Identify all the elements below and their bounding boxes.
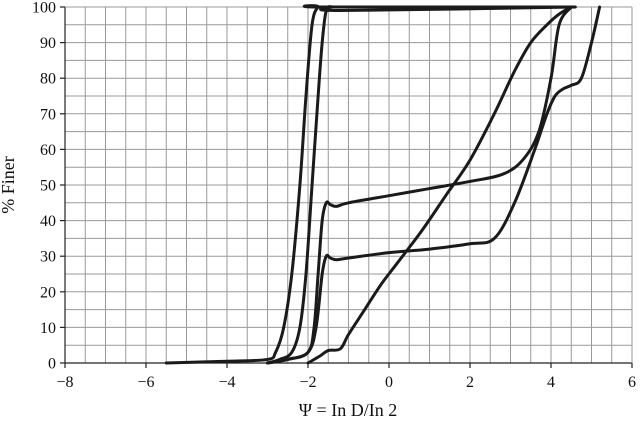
y-tick-label: 90 xyxy=(40,35,56,52)
x-tick-label: 0 xyxy=(385,374,393,391)
y-tick-label: 70 xyxy=(40,106,56,123)
x-tick-label: −8 xyxy=(56,374,73,391)
series-line-5 xyxy=(306,5,573,365)
y-tick-label: 80 xyxy=(40,71,56,88)
y-tick-label: 30 xyxy=(40,249,56,266)
x-tick-label: 2 xyxy=(466,374,474,391)
series-lines xyxy=(164,4,602,365)
x-tick-label: 4 xyxy=(547,374,555,391)
x-tick-label: −2 xyxy=(299,374,316,391)
series-line-2 xyxy=(266,5,577,365)
y-tick-label: 50 xyxy=(40,178,56,195)
series-line-3 xyxy=(266,5,573,365)
y-tick-label: 10 xyxy=(40,320,56,337)
x-tick-label: −4 xyxy=(218,374,235,391)
y-tick-label: 20 xyxy=(40,284,56,301)
grid xyxy=(64,6,633,364)
series-line-1 xyxy=(164,4,573,365)
y-tick-label: 100 xyxy=(32,0,56,17)
y-tick-label: 60 xyxy=(40,142,56,159)
x-tick-label: −6 xyxy=(137,374,154,391)
x-tick-label: 6 xyxy=(628,374,636,391)
x-axis-title: Ψ = In D/In 2 xyxy=(299,400,397,420)
y-tick-label: 0 xyxy=(48,356,56,373)
y-tick-label: 40 xyxy=(40,213,56,230)
y-axis-title: % Finer xyxy=(0,156,18,214)
series-line-4 xyxy=(266,5,602,365)
